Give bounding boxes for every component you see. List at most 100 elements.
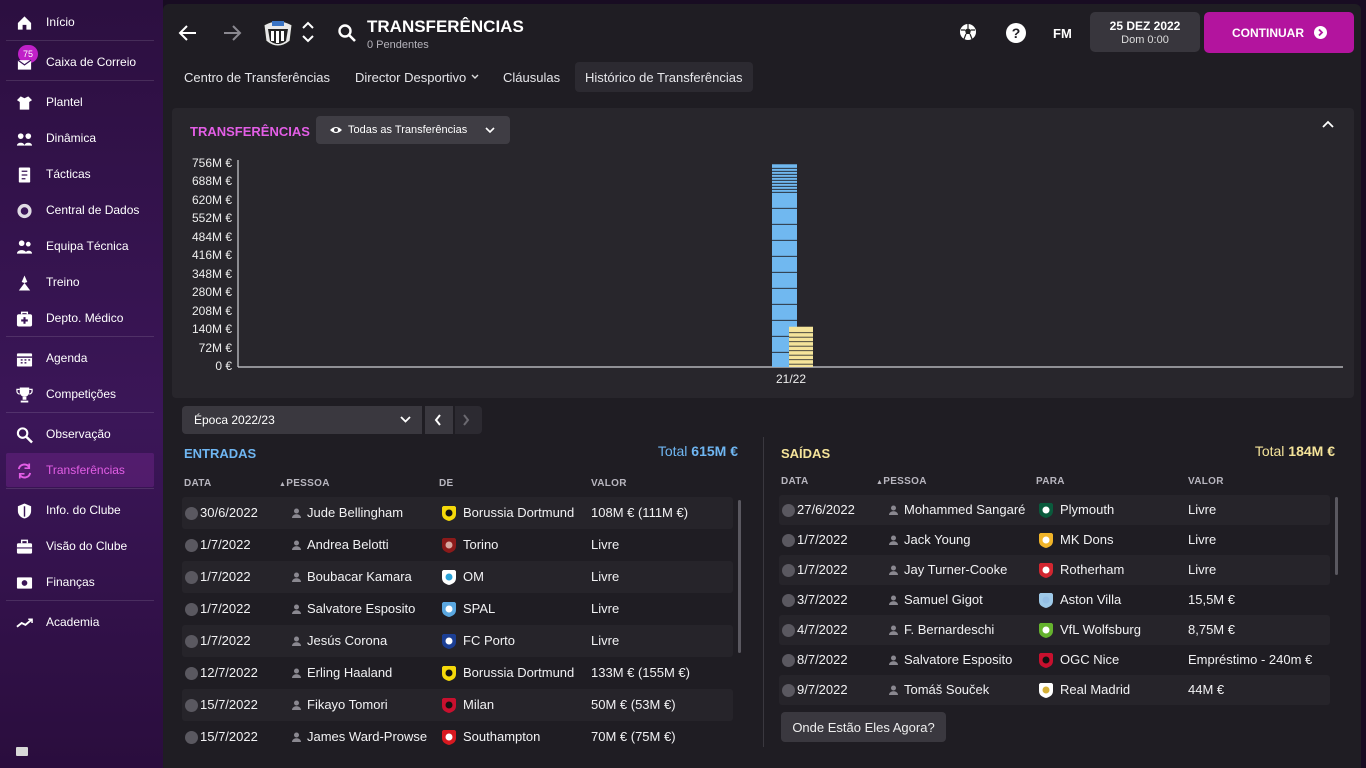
club-crest-icon[interactable] xyxy=(260,15,296,51)
club-name[interactable]: MK Dons xyxy=(1060,532,1114,547)
check-icon xyxy=(185,602,198,616)
outgoing-scrollbar[interactable] xyxy=(1335,497,1338,575)
sidebar-item-central-de-dados[interactable]: Central de Dados xyxy=(6,193,154,227)
tab-director-of-football[interactable]: Director Desportivo xyxy=(345,62,489,92)
club-name[interactable]: Borussia Dortmund xyxy=(463,665,575,680)
table-row[interactable] xyxy=(182,689,733,721)
table-row[interactable] xyxy=(182,561,733,593)
incoming-scrollbar[interactable] xyxy=(738,500,741,653)
player-name[interactable]: Mohammed Sangaré xyxy=(904,502,1026,517)
player-name[interactable]: Erling Haaland xyxy=(307,665,393,680)
sidebar-item-inicio[interactable]: Início xyxy=(6,5,154,39)
table-row[interactable] xyxy=(779,615,1330,645)
player-name[interactable]: F. Bernardeschi xyxy=(904,622,995,637)
y-tick-label: 72M € xyxy=(198,340,232,355)
fm-button[interactable]: FM xyxy=(1053,26,1072,41)
club-name[interactable]: OGC Nice xyxy=(1060,652,1120,667)
incoming-col-person[interactable]: ▲PESSOA xyxy=(279,478,330,489)
continue-arrow-icon xyxy=(1314,26,1327,39)
sidebar-item-academia[interactable]: Academia xyxy=(6,605,154,639)
incoming-col-value[interactable]: VALOR xyxy=(591,478,627,489)
sidebar-item-observacao[interactable]: Observação xyxy=(6,417,154,451)
player-name[interactable]: Jesús Corona xyxy=(307,633,388,648)
club-name[interactable]: Aston Villa xyxy=(1060,592,1122,607)
continue-button[interactable] xyxy=(1204,12,1354,53)
player-name[interactable]: Salvatore Esposito xyxy=(307,601,416,616)
tab-transfer-history[interactable]: Histórico de Transferências xyxy=(575,62,753,92)
sidebar-item-dinamica[interactable]: Dinâmica xyxy=(6,121,154,155)
chevron-up-icon[interactable] xyxy=(301,20,315,30)
chevron-down-icon[interactable] xyxy=(301,34,315,44)
player-name[interactable]: Jay Turner-Cooke xyxy=(904,562,1008,577)
club-name[interactable]: Real Madrid xyxy=(1060,682,1131,697)
sidebar-item-plantel[interactable]: Plantel xyxy=(6,85,154,119)
incoming-col-from[interactable]: DE xyxy=(439,478,454,489)
help-icon[interactable]: ? xyxy=(1006,23,1026,43)
sidebar-item-visao-do-clube[interactable]: Visão do Clube xyxy=(6,529,154,563)
forward-arrow-icon[interactable] xyxy=(222,23,242,43)
incoming-col-date[interactable]: DATA xyxy=(184,478,212,489)
sidebar-item-label: Transferências xyxy=(46,463,125,477)
search-icon[interactable] xyxy=(337,23,357,43)
table-row[interactable] xyxy=(779,495,1330,525)
sidebar-item-transferencias[interactable]: Transferências xyxy=(6,453,154,487)
chevron-right-icon xyxy=(463,414,470,426)
outgoing-col-person[interactable]: ▲PESSOA xyxy=(876,476,927,487)
date-box[interactable] xyxy=(1090,12,1200,52)
sidebar-item-info-do-clube[interactable]: Info. do Clube xyxy=(6,493,154,527)
sidebar-item-treino[interactable]: Treino xyxy=(6,265,154,299)
club-name[interactable]: Southampton xyxy=(463,729,541,744)
sidebar-item-depto-medico[interactable]: Depto. Médico xyxy=(6,301,154,335)
sidebar-item-competicoes[interactable]: Competições xyxy=(6,377,154,411)
player-name[interactable]: James Ward-Prowse xyxy=(307,729,428,744)
outgoing-col-to[interactable]: PARA xyxy=(1036,476,1065,487)
previous-season-button[interactable] xyxy=(425,406,453,434)
sidebar-item-caixa-de-correio[interactable]: Caixa de Correio xyxy=(6,45,154,79)
player-name[interactable]: Andrea Belotti xyxy=(307,537,389,552)
club-name[interactable]: OM xyxy=(463,569,484,584)
outgoing-col-date[interactable]: DATA xyxy=(781,476,809,487)
y-tick-label: 552M € xyxy=(191,211,232,226)
check-icon xyxy=(782,503,795,517)
club-name[interactable]: Milan xyxy=(463,697,495,712)
season-dropdown[interactable] xyxy=(182,406,422,434)
sidebar-item-equipa-tecnica[interactable]: Equipa Técnica xyxy=(6,229,154,263)
club-name[interactable]: Rotherham xyxy=(1060,562,1125,577)
player-name[interactable]: Jack Young xyxy=(904,532,971,547)
table-row[interactable] xyxy=(182,625,733,657)
outgoing-col-value[interactable]: VALOR xyxy=(1188,476,1224,487)
player-name[interactable]: Fikayo Tomori xyxy=(307,697,388,712)
club-name[interactable]: Plymouth xyxy=(1060,502,1115,517)
person-icon xyxy=(889,505,898,515)
sidebar-item-agenda[interactable]: Agenda xyxy=(6,341,154,375)
club-name[interactable]: Torino xyxy=(463,537,499,552)
person-icon xyxy=(889,535,898,545)
scouting-icon xyxy=(16,426,33,443)
calendar-icon xyxy=(16,350,33,367)
ball-icon[interactable] xyxy=(958,22,978,42)
club-name[interactable]: Borussia Dortmund xyxy=(463,505,575,520)
table-row[interactable] xyxy=(182,497,733,529)
academy-icon xyxy=(16,614,33,631)
club-name[interactable]: FC Porto xyxy=(463,633,516,648)
check-icon xyxy=(185,730,198,744)
player-name[interactable]: Jude Bellingham xyxy=(307,505,404,520)
club-name[interactable]: VfL Wolfsburg xyxy=(1060,622,1141,637)
person-icon xyxy=(889,625,898,635)
tab-clauses[interactable]: Cláusulas xyxy=(503,69,561,85)
table-row[interactable] xyxy=(779,675,1330,705)
player-name[interactable]: Samuel Gigot xyxy=(904,592,983,607)
collapse-chevron-icon[interactable] xyxy=(1322,120,1334,128)
club-name[interactable]: SPAL xyxy=(463,601,496,616)
back-arrow-icon[interactable] xyxy=(178,23,198,43)
tab-transfer-centre[interactable]: Centro de Transferências xyxy=(184,69,330,85)
sidebar-item-tacticas[interactable]: Tácticas xyxy=(6,157,154,191)
transfers-filter-dropdown[interactable] xyxy=(316,116,510,144)
player-name[interactable]: Boubacar Kamara xyxy=(307,569,412,584)
player-name[interactable]: Salvatore Esposito xyxy=(904,652,1013,667)
table-row[interactable] xyxy=(779,555,1330,585)
club-crest-icon xyxy=(442,538,456,553)
where-are-they-now-button[interactable]: Onde Estão Eles Agora? xyxy=(781,712,946,742)
sidebar-item-financas[interactable]: Finanças xyxy=(6,565,154,599)
player-name[interactable]: Tomáš Souček xyxy=(904,682,990,697)
